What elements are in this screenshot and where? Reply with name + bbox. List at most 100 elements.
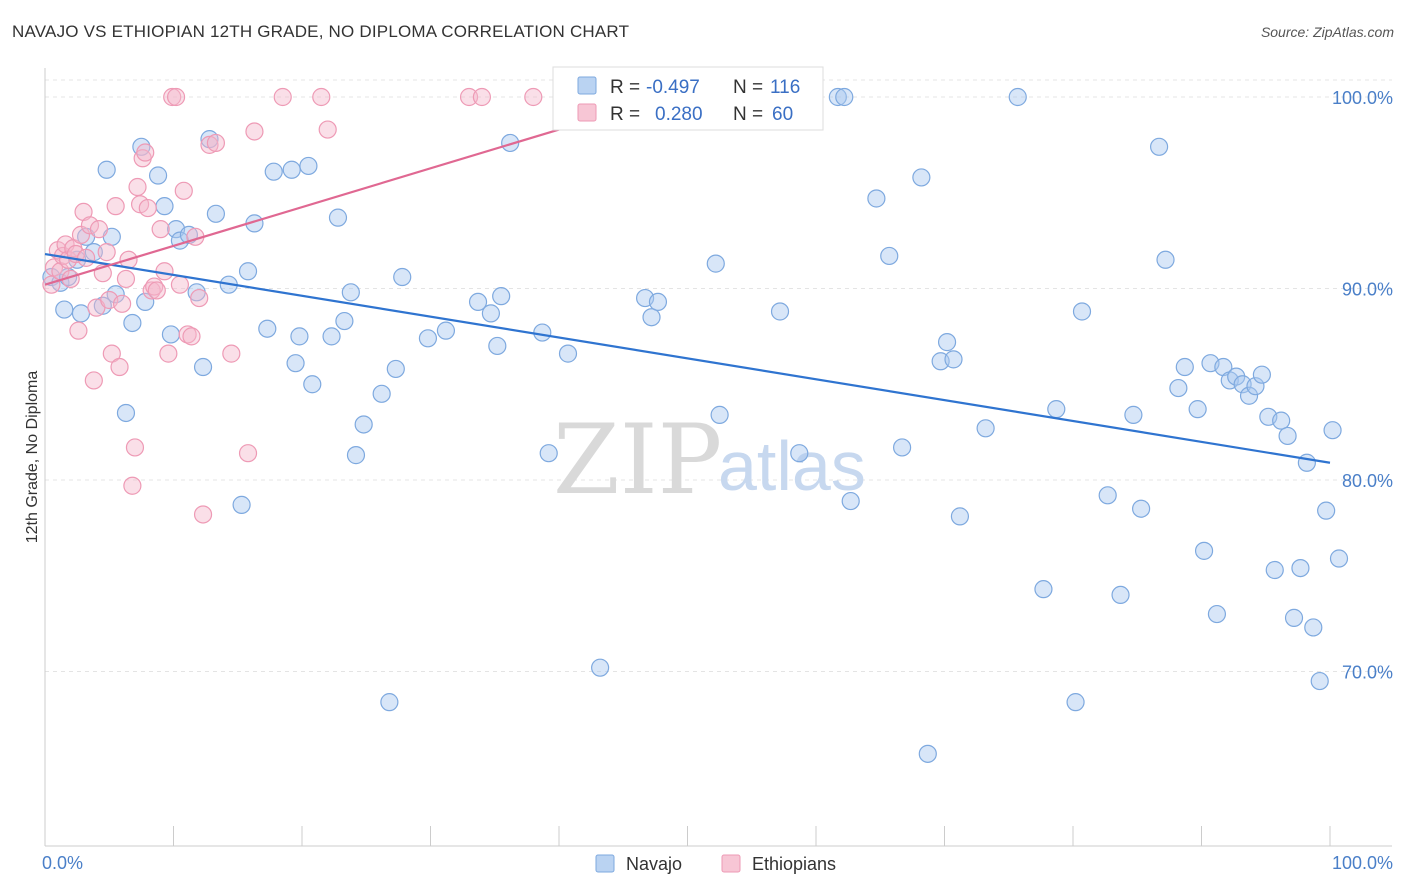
ethiopians-point — [174, 181, 193, 200]
legend-r-value-navajo: -0.497 — [646, 77, 700, 98]
y-tick-labels: 70.0% 80.0% 90.0% 100.0% — [1332, 88, 1393, 683]
x-tick-label: 100.0% — [1332, 853, 1393, 873]
navajo-point — [648, 292, 668, 312]
navajo-point — [1284, 608, 1304, 627]
x-tick-labels: 0.0% 100.0% — [42, 853, 1393, 873]
navajo-point — [290, 327, 309, 346]
navajo-point — [436, 321, 456, 340]
navajo-point — [264, 162, 283, 181]
navajo-point — [346, 446, 366, 465]
navajo-point — [1175, 357, 1194, 377]
navajo-trend-line — [44, 252, 1331, 464]
top-legend: R = -0.497 N = 116 R = 0.280 N = 60 — [552, 66, 824, 131]
legend-r-label-ethiopians: R = — [610, 104, 640, 125]
ethiopians-point — [155, 262, 174, 281]
ethiopians-point — [89, 220, 109, 239]
navajo-point — [335, 311, 354, 331]
ethiopians-point — [222, 344, 241, 363]
ethiopians-point — [112, 294, 132, 313]
navajo-point — [558, 344, 578, 363]
navajo-point — [944, 350, 963, 369]
navajo-point — [1098, 486, 1117, 505]
navajo-point — [380, 693, 399, 712]
bottom-legend-label-ethiopians: Ethiopians — [752, 854, 836, 874]
ethiopians-point — [312, 87, 331, 107]
ethiopians-point — [200, 135, 219, 154]
navajo-point — [1111, 585, 1130, 605]
navajo-point — [1252, 365, 1271, 384]
navajo-point — [303, 375, 322, 394]
legend-swatch-navajo — [577, 76, 597, 95]
ethiopians-point — [106, 197, 125, 216]
ethiopians-point — [318, 120, 337, 139]
ethiopians-point — [159, 344, 178, 363]
navajo-point — [539, 444, 558, 463]
chart-source: Source: ZipAtlas.com — [1260, 24, 1394, 40]
navajo-point — [1124, 405, 1143, 424]
ethiopians-point — [238, 444, 258, 463]
navajo-point — [1310, 671, 1329, 691]
navajo-point — [1291, 558, 1310, 578]
navajo-point — [193, 357, 213, 377]
navajo-point — [937, 333, 957, 352]
navajo-point — [1278, 426, 1297, 446]
navajo-point — [71, 304, 91, 323]
legend-n-value-ethiopians: 60 — [772, 104, 793, 125]
navajo-point — [880, 246, 899, 266]
ethiopians-points — [42, 87, 543, 524]
navajo-point — [386, 359, 405, 379]
watermark: ZIP atlas — [553, 404, 866, 516]
ethiopians-point — [524, 87, 543, 107]
watermark-atlas: atlas — [718, 427, 866, 505]
navajo-point — [706, 254, 725, 273]
y-axis-label: 12th Grade, No Diploma — [24, 371, 41, 544]
navajo-point — [710, 405, 729, 424]
navajo-point — [492, 287, 511, 306]
ethiopians-point — [69, 321, 88, 340]
ethiopians-point — [182, 327, 201, 346]
legend-r-label-navajo: R = — [610, 77, 640, 98]
navajo-point — [1272, 411, 1291, 430]
navajo-point — [912, 168, 931, 187]
ethiopians-point — [136, 143, 155, 162]
navajo-point — [328, 208, 348, 227]
y-tick-label: 90.0% — [1342, 280, 1393, 300]
navajo-point — [1297, 453, 1316, 472]
navajo-point — [282, 160, 301, 179]
ethiopians-point — [110, 357, 129, 377]
ethiopians-point — [193, 505, 213, 524]
legend-n-value-navajo: 116 — [770, 77, 800, 98]
ethiopians-point — [128, 177, 147, 197]
bottom-legend-swatch-navajo — [595, 854, 615, 873]
navajo-point — [322, 327, 341, 346]
navajo-point — [533, 323, 552, 342]
navajo-point — [468, 292, 488, 312]
ethiopians-point — [123, 476, 142, 495]
navajo-point — [790, 444, 809, 463]
navajo-point — [1329, 549, 1349, 568]
navajo-point — [136, 292, 155, 312]
navajo-point — [1072, 302, 1092, 321]
navajo-point — [1156, 250, 1175, 269]
navajo-point — [828, 87, 847, 107]
legend-n-label-navajo: N = — [733, 77, 763, 98]
ethiopians-point — [125, 438, 145, 457]
ethiopians-point — [147, 281, 166, 300]
navajo-point — [1304, 618, 1323, 637]
ethiopians-point — [472, 87, 491, 107]
navajo-point — [116, 403, 136, 423]
navajo-point — [238, 262, 258, 281]
ethiopians-point — [245, 122, 264, 141]
navajo-point — [835, 87, 854, 107]
ethiopians-point — [459, 87, 479, 107]
navajo-point — [918, 744, 937, 763]
ethiopians-point — [116, 269, 136, 289]
ethiopians-point — [102, 344, 121, 363]
ethiopians-point — [80, 216, 100, 235]
x-tick-label: 0.0% — [42, 853, 83, 873]
navajo-point — [841, 491, 860, 511]
navajo-point — [148, 166, 168, 185]
navajo-point — [950, 507, 970, 526]
ethiopians-trend-line — [44, 128, 560, 286]
y-tick-label: 80.0% — [1342, 471, 1393, 491]
